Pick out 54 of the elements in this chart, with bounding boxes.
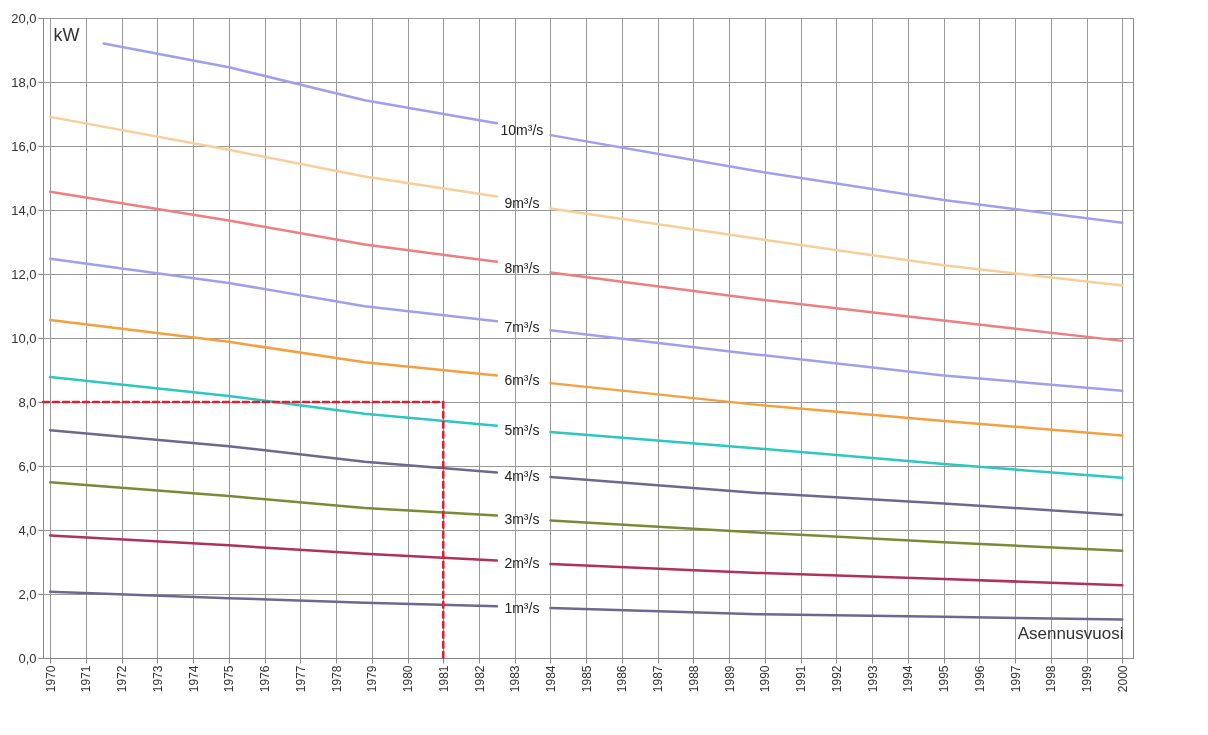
x-tick-label: 1997 xyxy=(1008,665,1023,693)
x-tick-label: 1975 xyxy=(222,665,237,693)
x-tick-label: 2000 xyxy=(1115,665,1130,693)
series-label: 4m³/s xyxy=(504,467,540,484)
y-tick-label: 8,0 xyxy=(18,394,37,410)
series-label: 7m³/s xyxy=(504,318,540,335)
x-tick-label: 1972 xyxy=(115,665,130,693)
x-axis-title: Asennusvuosi xyxy=(1017,623,1124,643)
y-tick-label: 20,0 xyxy=(11,10,37,26)
series-label: 8m³/s xyxy=(504,260,540,277)
x-tick-label: 1994 xyxy=(901,665,916,693)
x-tick-label: 1996 xyxy=(972,665,987,693)
x-tick-label: 1973 xyxy=(150,665,165,693)
series-label: 3m³/s xyxy=(504,511,540,527)
x-tick-label: 1988 xyxy=(686,665,701,693)
x-tick-label: 1991 xyxy=(794,665,809,693)
y-tick-label: 10,0 xyxy=(11,330,37,346)
x-tick-label: 1971 xyxy=(79,665,94,693)
y-axis-title: kW xyxy=(53,24,80,45)
x-tick-label: 1974 xyxy=(186,665,201,693)
x-tick-label: 1976 xyxy=(258,665,273,693)
series-label: 6m³/s xyxy=(504,372,540,389)
x-tick-label: 1978 xyxy=(329,665,344,693)
x-tick-label: 1990 xyxy=(758,665,773,693)
y-tick-label: 16,0 xyxy=(11,138,37,154)
x-tick-label: 1982 xyxy=(472,665,487,693)
x-tick-label: 1970 xyxy=(43,665,58,693)
y-tick-label: 14,0 xyxy=(11,202,37,218)
x-tick-label: 1984 xyxy=(543,665,558,693)
x-tick-label: 1999 xyxy=(1080,665,1095,693)
series-label: 5m³/s xyxy=(504,421,540,438)
x-tick-label: 1986 xyxy=(615,665,630,693)
x-tick-label: 1998 xyxy=(1044,665,1059,693)
y-tick-label: 6,0 xyxy=(18,458,37,474)
y-tick-label: 4,0 xyxy=(18,522,37,538)
y-tick-label: 18,0 xyxy=(11,74,37,90)
y-tick-label: 12,0 xyxy=(11,266,37,282)
x-tick-label: 1995 xyxy=(937,665,952,693)
x-tick-label: 1977 xyxy=(293,665,308,693)
y-tick-label: 2,0 xyxy=(18,586,37,602)
x-tick-label: 1983 xyxy=(508,665,523,693)
x-tick-label: 1981 xyxy=(436,665,451,693)
y-tick-label: 0,0 xyxy=(18,650,37,666)
x-tick-label: 1987 xyxy=(651,665,666,693)
x-tick-label: 1993 xyxy=(865,665,880,693)
x-tick-label: 1985 xyxy=(579,665,594,693)
series-label: 9m³/s xyxy=(504,195,540,212)
series-label: 2m³/s xyxy=(504,555,540,572)
x-tick-label: 1979 xyxy=(365,665,380,693)
series-label: 10m³/s xyxy=(500,122,544,139)
x-tick-label: 1992 xyxy=(829,665,844,693)
x-tick-label: 1980 xyxy=(401,665,416,693)
series-label: 1m³/s xyxy=(504,600,540,617)
x-tick-label: 1989 xyxy=(722,665,737,693)
